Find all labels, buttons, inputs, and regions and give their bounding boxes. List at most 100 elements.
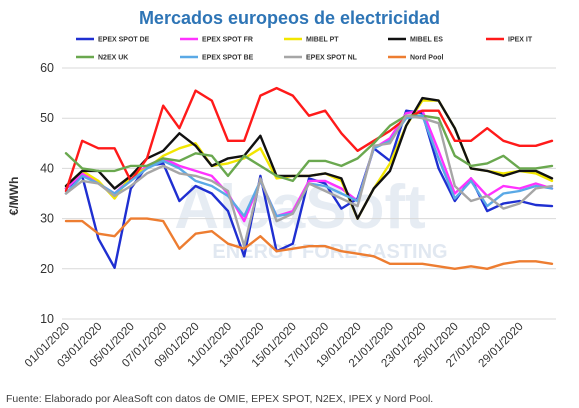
data-point (502, 172, 505, 175)
data-point (324, 172, 327, 175)
data-point (259, 177, 262, 180)
data-point (470, 200, 472, 202)
data-point (162, 164, 165, 167)
data-point (551, 185, 553, 187)
data-point (551, 187, 553, 190)
data-point (113, 187, 116, 190)
data-point (291, 242, 294, 245)
legend-label: EPEX SPOT FR (202, 37, 253, 44)
data-point (470, 167, 472, 170)
data-point (486, 267, 489, 270)
data-point (421, 114, 424, 117)
data-point (178, 167, 181, 170)
data-point (502, 175, 505, 177)
data-point (437, 149, 440, 152)
data-point (502, 185, 505, 187)
data-point (324, 109, 327, 112)
data-point (97, 170, 100, 172)
data-point (129, 175, 132, 177)
data-point (113, 192, 116, 195)
data-point (210, 185, 213, 187)
data-point (113, 197, 116, 200)
data-point (210, 175, 213, 177)
data-point (146, 164, 148, 167)
data-point (372, 255, 375, 258)
data-point (275, 250, 278, 253)
data-point (243, 154, 246, 157)
data-point (194, 175, 197, 177)
data-point (210, 99, 213, 102)
data-point (194, 232, 197, 235)
data-point (551, 262, 553, 265)
data-point (372, 187, 375, 190)
data-point (162, 162, 165, 165)
y-tick-label: 20 (40, 262, 54, 276)
data-point (178, 172, 181, 175)
data-point (551, 205, 553, 207)
data-point (324, 182, 327, 185)
data-point (275, 177, 278, 180)
data-point (308, 159, 310, 162)
y-axis-label: €/MWh (7, 177, 21, 216)
data-point (356, 205, 359, 207)
series-nord-pool (64, 217, 554, 270)
data-point (389, 142, 391, 145)
data-point (227, 190, 229, 192)
data-point (259, 147, 262, 150)
series-lines (64, 86, 554, 270)
data-point (470, 177, 472, 180)
data-point (162, 154, 165, 157)
data-point (210, 154, 213, 157)
chart-legend: EPEX SPOT DE EPEX SPOT FR MIBEL PT MIBEL ES… (76, 37, 533, 62)
data-point (340, 177, 343, 180)
data-point (534, 170, 537, 172)
data-point (259, 235, 262, 238)
data-point (470, 265, 472, 268)
data-point (486, 210, 489, 212)
data-point (243, 139, 246, 142)
data-point (162, 157, 165, 160)
y-tick-label: 40 (40, 161, 54, 175)
legend-label: MIBEL ES (410, 37, 443, 44)
data-point (259, 94, 262, 97)
data-point (291, 175, 294, 177)
data-point (340, 197, 343, 200)
data-point (162, 220, 165, 223)
data-point (308, 182, 310, 185)
watermark: AleaSoft ENERGY FORECASTING (174, 173, 447, 263)
data-point (389, 170, 391, 172)
data-point (534, 204, 537, 206)
data-point (178, 147, 181, 150)
data-point (486, 205, 489, 207)
data-point (227, 139, 229, 142)
data-point (275, 87, 278, 89)
y-axis-ticks: 10 20 30 40 50 60 (40, 61, 54, 326)
data-point (405, 114, 408, 117)
data-point (291, 247, 294, 250)
data-point (534, 172, 537, 175)
data-point (486, 195, 489, 197)
y-tick-label: 10 (40, 312, 54, 326)
x-axis-ticks: 01/01/202003/01/202005/01/202007/01/2020… (23, 321, 526, 370)
data-point (113, 195, 116, 197)
data-point (453, 127, 456, 130)
data-point (534, 187, 537, 190)
data-point (340, 250, 343, 253)
data-point (389, 262, 391, 265)
data-point (372, 142, 375, 145)
data-point (405, 109, 408, 112)
data-point (437, 265, 440, 268)
data-point (551, 177, 553, 180)
series-epex-spot-nl (64, 114, 554, 248)
data-point (308, 245, 310, 248)
data-point (97, 237, 100, 240)
data-point (194, 89, 197, 92)
legend-item: IPEX IT (486, 37, 533, 44)
y-tick-label: 50 (40, 111, 54, 125)
data-point (291, 212, 294, 215)
data-point (81, 180, 84, 182)
data-point (356, 149, 359, 152)
data-point (324, 159, 327, 162)
data-point (453, 154, 456, 157)
data-point (372, 144, 375, 147)
